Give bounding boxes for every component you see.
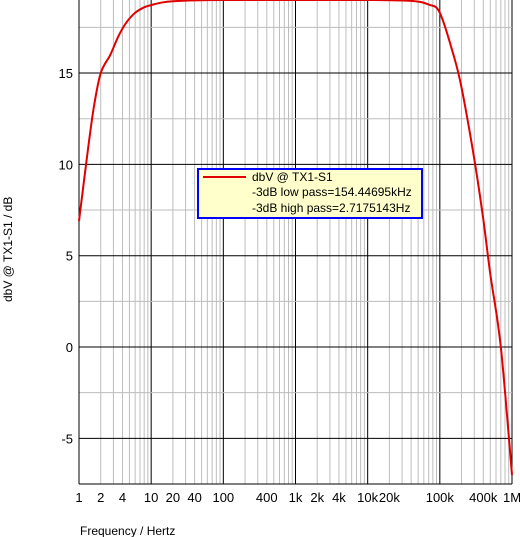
legend: dbV @ TX1-S1 -3dB low pass=154.44695kHz … xyxy=(197,168,423,219)
x-tick-label: 400 xyxy=(256,490,278,505)
y-tick-label: 15 xyxy=(59,66,73,81)
x-tick-label: 40 xyxy=(187,490,201,505)
x-tick-labels: 1 2 4 10 20 40 100 400 1k 2k 4k 10k 20k 100k 400k 1M xyxy=(75,490,520,505)
y-tick-label: 0 xyxy=(66,340,73,355)
x-axis-label: Frequency / Hertz xyxy=(80,524,175,537)
x-tick-label: 20k xyxy=(379,490,400,505)
y-tick-label: 5 xyxy=(66,249,73,264)
y-tick-label: -5 xyxy=(61,431,73,446)
y-tick-label: 10 xyxy=(59,157,73,172)
x-tick-label: 1 xyxy=(75,490,82,505)
legend-high-pass: -3dB high pass=2.7175143Hz xyxy=(252,201,410,215)
x-tick-label: 100 xyxy=(212,490,234,505)
y-tick-labels: 15 10 5 0 -5 xyxy=(59,66,73,446)
legend-low-pass: -3dB low pass=154.44695kHz xyxy=(252,185,412,199)
y-axis-label: dbV @ TX1-S1 / dB xyxy=(1,197,15,302)
plot-frame xyxy=(78,0,512,485)
x-tick-label: 2k xyxy=(310,490,324,505)
x-tick-label: 2 xyxy=(97,490,104,505)
series-layer xyxy=(78,0,513,475)
x-tick-label: 1M xyxy=(503,490,520,505)
x-tick-label: 20 xyxy=(166,490,180,505)
x-tick-label: 400k xyxy=(469,490,498,505)
x-tick-label: 4 xyxy=(119,490,126,505)
x-tick-label: 1k xyxy=(289,490,303,505)
x-tick-label: 100k xyxy=(426,490,455,505)
x-tick-label: 10 xyxy=(144,490,158,505)
legend-series-label: dbV @ TX1-S1 xyxy=(252,170,333,184)
x-tick-label: 10k xyxy=(357,490,378,505)
grid xyxy=(78,0,513,485)
x-tick-label: 4k xyxy=(332,490,346,505)
series-line-dbv-tx1-s1 xyxy=(78,0,513,475)
